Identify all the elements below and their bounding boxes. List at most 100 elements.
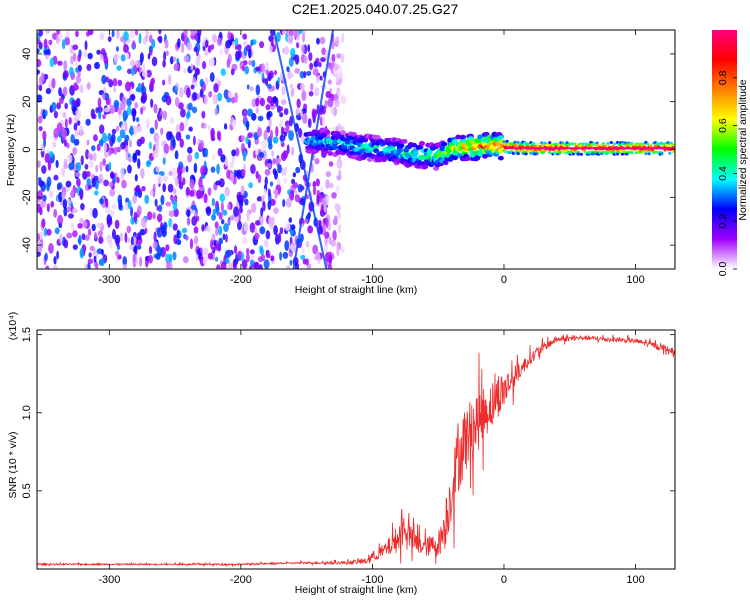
spectrogram-noise-cell: [95, 164, 99, 173]
spectrogram-signal-cell: [521, 144, 525, 148]
spectrogram-noise-cell: [294, 262, 300, 269]
spectrogram-noise-cell: [80, 203, 85, 211]
spectrogram-noise-cell: [137, 126, 143, 132]
spectrogram-noise-cell: [72, 52, 77, 62]
spectrogram-noise-cell: [127, 237, 131, 243]
spectrogram-signal-cell: [522, 150, 527, 154]
spectrogram-noise-cell: [99, 32, 105, 41]
spectrogram-noise-cell: [210, 166, 216, 173]
spectrogram-noise-cell: [244, 65, 250, 75]
spectrogram-noise-cell: [217, 80, 222, 87]
spectrogram-noise-cell: [266, 110, 273, 118]
spectrogram-noise-cell: [111, 128, 117, 135]
spectrogram-noise-cell: [185, 134, 191, 140]
spectrogram-noise-cell: [46, 228, 52, 236]
spectrogram-noise-cell: [287, 72, 294, 78]
spectrogram-signal-cell: [516, 152, 520, 156]
spectrogram-noise-cell: [165, 50, 169, 56]
spectrogram-noise-cell: [324, 252, 330, 262]
spectrogram-noise-cell: [219, 48, 223, 56]
spectrogram-noise-cell: [241, 169, 246, 176]
spectrogram-noise-cell: [162, 175, 169, 183]
spectrogram-noise-cell: [241, 259, 248, 269]
spectrogram-noise-cell: [316, 194, 320, 205]
spectrogram-noise-cell: [179, 87, 184, 98]
spectrogram-noise-cell: [57, 60, 63, 66]
spectrogram-noise-cell: [265, 68, 269, 76]
spectrogram-noise-cell: [194, 33, 199, 41]
spectrogram-noise-cell: [75, 109, 82, 119]
spectrogram-noise-cell: [152, 212, 156, 220]
spectrogram-noise-cell: [231, 149, 237, 157]
spectrogram-signal-cell: [641, 150, 645, 154]
spectrogram-noise-cell: [93, 231, 97, 240]
spectrogram-noise-cell: [160, 194, 165, 206]
spectrogram-noise-cell: [289, 47, 296, 58]
spectrogram-noise-cell: [57, 191, 63, 203]
spectrogram-noise-cell: [241, 135, 246, 142]
spectrogram-noise-cell: [48, 151, 54, 158]
spectrogram-noise-cell: [260, 253, 266, 262]
spectrogram-noise-cell: [230, 175, 235, 183]
spectrogram-signal-cell: [527, 149, 531, 153]
spectrogram-noise-cell: [216, 264, 221, 269]
spectrogram-signal-cell: [396, 148, 403, 154]
spectrogram-noise-cell: [222, 209, 228, 216]
spectrogram-noise-cell: [175, 131, 182, 141]
spectrogram-noise-cell: [176, 165, 182, 176]
spectrogram-noise-cell: [162, 183, 167, 193]
spectrogram-noise-cell: [274, 70, 278, 76]
spectrogram-noise-cell: [247, 108, 253, 117]
spectrogram-noise-cell: [149, 127, 155, 135]
spectrogram-signal-cell: [366, 157, 373, 163]
spectrogram-noise-cell: [139, 52, 144, 63]
spectrogram-noise-cell: [45, 30, 51, 34]
spectrogram-noise-cell: [62, 86, 68, 97]
spectrogram-noise-cell: [82, 50, 88, 58]
spectrogram-noise-cell: [135, 86, 141, 93]
spectrogram-noise-cell: [57, 182, 63, 190]
spectrogram-noise-cell: [240, 185, 245, 196]
spectrogram-noise-cell: [174, 85, 178, 94]
spectrogram-noise-cell: [38, 176, 42, 183]
spectrogram-noise-cell: [263, 239, 269, 248]
spectrogram-noise-cell: [218, 178, 225, 188]
spectrogram-noise-cell: [246, 252, 250, 263]
spectrogram-noise-cell: [183, 55, 190, 63]
spectrogram-noise-cell: [334, 99, 340, 108]
spectrogram-noise-cell: [75, 162, 82, 172]
spectrogram-noise-cell: [212, 94, 219, 105]
spectrogram-noise-cell: [91, 145, 96, 152]
spectrogram-noise-cell: [135, 149, 140, 156]
spectrogram-noise-cell: [183, 68, 187, 74]
spectrogram-noise-cell: [271, 85, 276, 92]
spectrogram-signal-cell: [324, 129, 331, 135]
spectrogram-noise-cell: [272, 157, 277, 165]
spectrogram-noise-cell: [265, 104, 271, 111]
spectrogram-noise-cell: [254, 232, 260, 240]
spectrogram-noise-cell: [195, 55, 201, 67]
spectrogram-noise-cell: [217, 37, 223, 47]
spectrogram-noise-cell: [75, 67, 79, 73]
spectrogram-noise-cell: [127, 200, 132, 210]
spectrogram-noise-cell: [284, 240, 290, 251]
spectrogram-noise-cell: [318, 61, 322, 68]
spectrogram-noise-cell: [340, 94, 346, 105]
spectrogram-noise-cell: [203, 95, 209, 105]
spectrogram-noise-cell: [315, 250, 320, 261]
spectrogram-signal-cell: [354, 146, 361, 152]
spectrogram-noise-cell: [170, 116, 174, 125]
spectrogram-noise-cell: [163, 143, 170, 155]
spectrogram-noise-cell: [182, 165, 186, 174]
spectrogram-noise-cell: [64, 37, 71, 46]
spectrogram-noise-cell: [302, 258, 307, 265]
spectrogram-noise-cell: [141, 217, 147, 228]
spectrogram-signal-cell: [529, 151, 533, 155]
spectrogram-noise-cell: [101, 74, 107, 85]
spectrogram-noise-cell: [158, 171, 165, 177]
spectrogram-noise-cell: [335, 125, 340, 132]
spectrogram-noise-cell: [175, 177, 179, 187]
spectrogram-noise-cell: [111, 133, 116, 144]
spectrogram-noise-cell: [148, 141, 153, 150]
